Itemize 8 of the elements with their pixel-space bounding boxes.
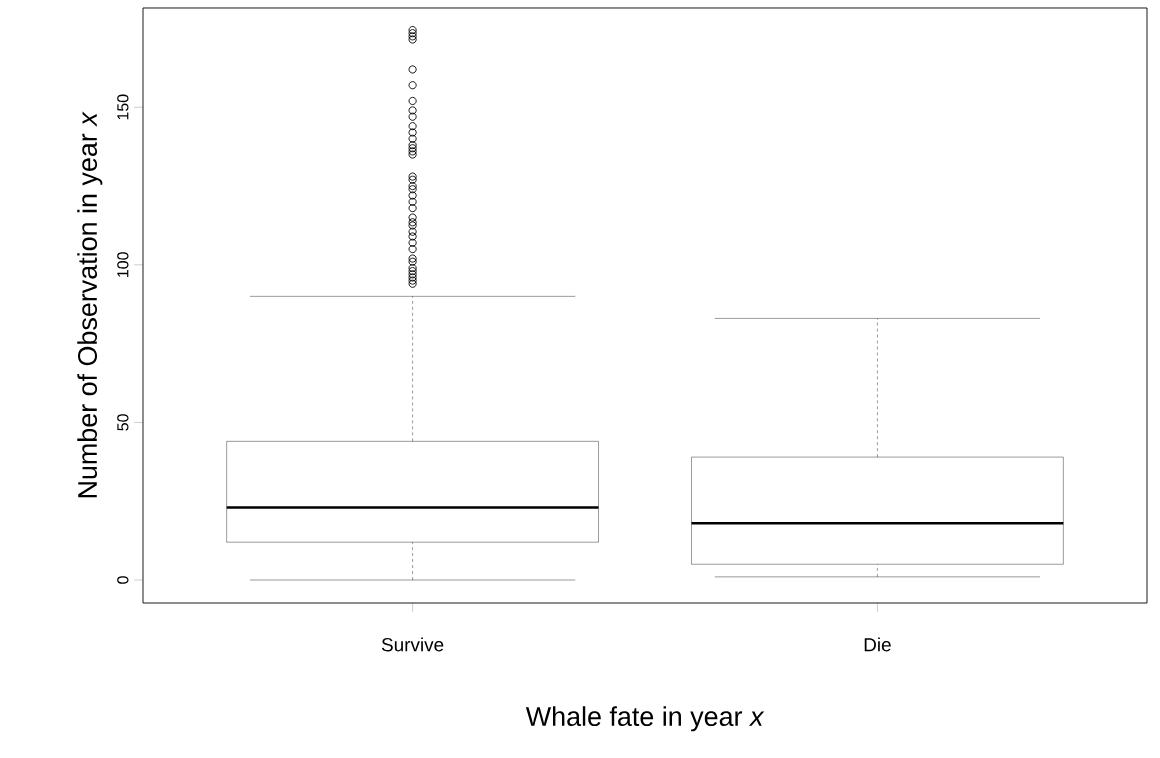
y-tick-label: 0 bbox=[117, 576, 129, 584]
y-tick-label: 50 bbox=[117, 414, 129, 431]
y-tick-label: 100 bbox=[117, 252, 129, 277]
y-axis-title: Number of Observation in year x bbox=[77, 111, 103, 498]
x-axis-title: Whale fate in year x bbox=[525, 706, 765, 732]
x-tick-label: Survive bbox=[381, 637, 444, 652]
x-tick-label: Die bbox=[864, 637, 891, 652]
y-tick-label: 150 bbox=[117, 94, 129, 120]
